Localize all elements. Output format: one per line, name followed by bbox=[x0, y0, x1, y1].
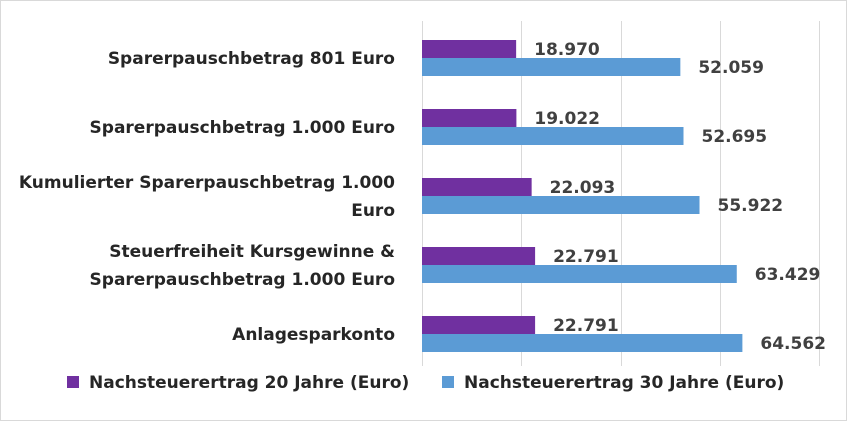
bars bbox=[422, 40, 743, 352]
data-label-series1-cat1: 52.695 bbox=[701, 127, 767, 147]
legend-swatch-0 bbox=[67, 376, 79, 388]
bar-series0-cat0 bbox=[422, 40, 517, 58]
category-label-0: Sparerpauschbetrag 801 Euro bbox=[108, 49, 395, 69]
data-label-series0-cat4: 22.791 bbox=[553, 316, 619, 336]
category-label-1: Sparerpauschbetrag 1.000 Euro bbox=[90, 118, 395, 138]
data-label-series1-cat4: 64.562 bbox=[760, 334, 826, 354]
bar-series1-cat2 bbox=[422, 196, 700, 214]
category-label-3-line0: Steuerfreiheit Kursgewinne & bbox=[109, 242, 395, 262]
legend-swatch-1 bbox=[442, 376, 454, 388]
legend: Nachsteuerertrag 20 Jahre (Euro) Nachsteu… bbox=[67, 373, 784, 393]
legend-label-0: Nachsteuerertrag 20 Jahre (Euro) bbox=[89, 373, 409, 393]
category-labels: Sparerpauschbetrag 801 Euro Sparerpauschb… bbox=[19, 49, 395, 345]
category-label-2-line1: Euro bbox=[351, 201, 395, 221]
data-label-series1-cat3: 63.429 bbox=[755, 265, 821, 285]
bar-series1-cat4 bbox=[422, 334, 743, 352]
data-labels: 18.970 52.059 19.022 52.695 22.093 55.922 22.7… bbox=[534, 40, 826, 354]
bar-series1-cat3 bbox=[422, 265, 737, 283]
gridlines bbox=[422, 21, 820, 366]
data-label-series0-cat1: 19.022 bbox=[534, 109, 600, 129]
bar-series0-cat1 bbox=[422, 109, 517, 127]
legend-label-1: Nachsteuerertrag 30 Jahre (Euro) bbox=[464, 373, 784, 393]
category-label-2-line0: Kumulierter Sparerpauschbetrag 1.000 bbox=[19, 173, 395, 193]
data-label-series0-cat2: 22.093 bbox=[550, 178, 616, 198]
bar-series1-cat0 bbox=[422, 58, 681, 76]
data-label-series0-cat0: 18.970 bbox=[534, 40, 600, 60]
bar-series1-cat1 bbox=[422, 127, 684, 145]
category-label-4: Anlagesparkonto bbox=[232, 325, 395, 345]
data-label-series0-cat3: 22.791 bbox=[553, 247, 619, 267]
data-label-series1-cat0: 52.059 bbox=[698, 58, 764, 78]
category-label-3-line1: Sparerpauschbetrag 1.000 Euro bbox=[90, 270, 395, 290]
bar-series0-cat4 bbox=[422, 316, 536, 334]
bar-series0-cat2 bbox=[422, 178, 532, 196]
bar-series0-cat3 bbox=[422, 247, 536, 265]
data-label-series1-cat2: 55.922 bbox=[718, 196, 784, 216]
